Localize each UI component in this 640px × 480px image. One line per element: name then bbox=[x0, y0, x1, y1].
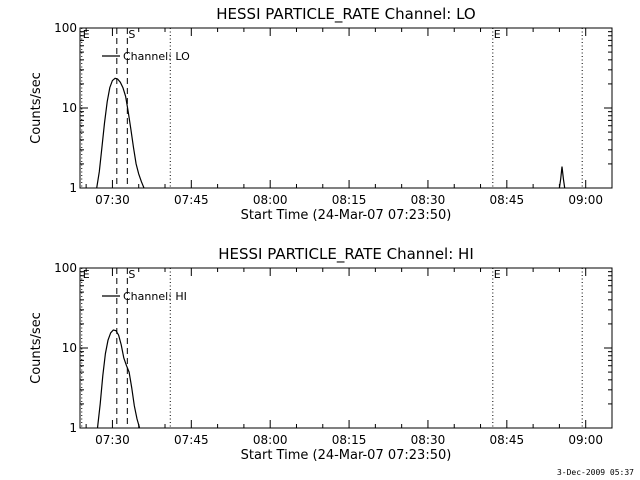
chart-panel-hi: HESSI PARTICLE_RATE Channel: HI E S E 07:30 0… bbox=[29, 245, 613, 463]
y-axis-label-lo: Counts/sec bbox=[29, 72, 44, 144]
x-tick-label-lo-0: 07:30 bbox=[95, 193, 130, 207]
legend-label-lo: Channel: LO bbox=[123, 50, 190, 63]
series-line-lo-1 bbox=[558, 166, 566, 189]
x-tick-label-lo-5: 08:45 bbox=[490, 193, 525, 207]
legend-label-hi: Channel: HI bbox=[123, 290, 187, 303]
x-tick-label-lo-6: 09:00 bbox=[568, 193, 603, 207]
x-tick-label-hi-3: 08:15 bbox=[332, 433, 367, 447]
y-tick-label-lo-1: 10 bbox=[62, 101, 77, 115]
series-line-hi-0 bbox=[96, 329, 141, 429]
x-axis-label-hi: Start Time (24-Mar-07 07:23:50) bbox=[241, 448, 452, 463]
x-tick-label-lo-3: 08:15 bbox=[332, 193, 367, 207]
x-tick-label-lo-2: 08:00 bbox=[253, 193, 288, 207]
y-tick-label-lo-2: 100 bbox=[54, 21, 77, 35]
x-tick-label-hi-0: 07:30 bbox=[95, 433, 130, 447]
x-tick-label-hi-1: 07:45 bbox=[174, 433, 209, 447]
y-tick-label-lo-0: 1 bbox=[69, 181, 77, 195]
y-tick-label-hi-2: 100 bbox=[54, 261, 77, 275]
y-tick-label-hi-0: 1 bbox=[69, 421, 77, 435]
x-axis-label-lo: Start Time (24-Mar-07 07:23:50) bbox=[241, 208, 452, 223]
marker-label-lo-0: E bbox=[83, 28, 90, 41]
x-tick-label-hi-2: 08:00 bbox=[253, 433, 288, 447]
marker-label-hi-2: S bbox=[128, 268, 135, 281]
chart-title-lo: HESSI PARTICLE_RATE Channel: LO bbox=[216, 5, 475, 24]
x-tick-label-lo-4: 08:30 bbox=[411, 193, 446, 207]
marker-label-lo-2: S bbox=[128, 28, 135, 41]
footer-timestamp: 3-Dec-2009 05:37 bbox=[556, 468, 634, 477]
y-axis-label-hi: Counts/sec bbox=[29, 312, 44, 384]
x-tick-label-lo-1: 07:45 bbox=[174, 193, 209, 207]
y-tick-label-hi-1: 10 bbox=[62, 341, 77, 355]
chart-title-hi: HESSI PARTICLE_RATE Channel: HI bbox=[218, 245, 474, 264]
series-line-lo-0 bbox=[96, 77, 145, 189]
x-tick-label-hi-5: 08:45 bbox=[490, 433, 525, 447]
marker-label-hi-4: E bbox=[494, 268, 501, 281]
chart-panel-lo: HESSI PARTICLE_RATE Channel: LO E S E 07:30 0… bbox=[29, 5, 613, 223]
x-tick-label-hi-4: 08:30 bbox=[411, 433, 446, 447]
x-tick-label-hi-6: 09:00 bbox=[568, 433, 603, 447]
marker-label-lo-4: E bbox=[494, 28, 501, 41]
marker-label-hi-0: E bbox=[83, 268, 90, 281]
